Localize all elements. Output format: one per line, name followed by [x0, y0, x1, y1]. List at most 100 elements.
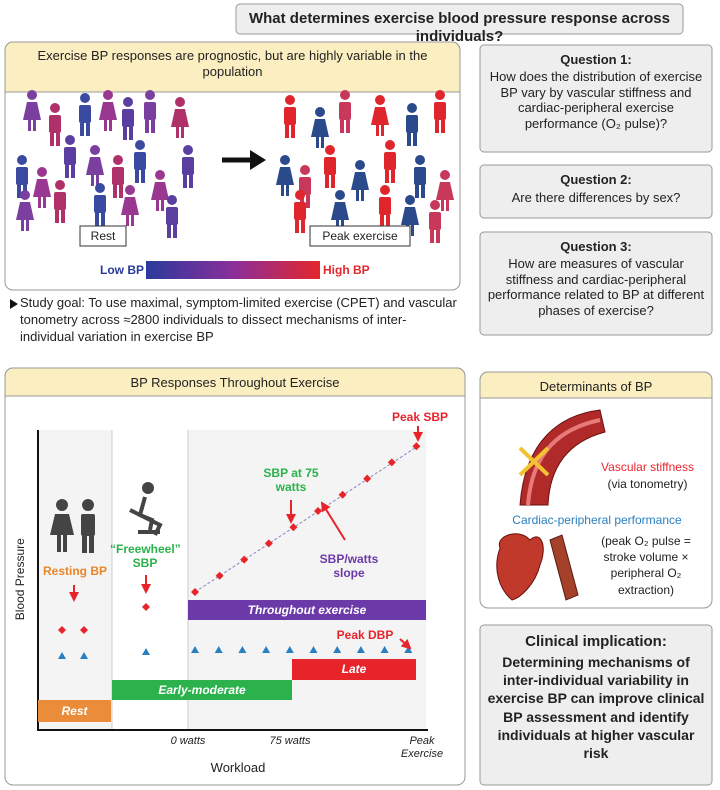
leg — [109, 120, 112, 131]
head — [55, 180, 65, 190]
leg — [291, 125, 295, 138]
person — [379, 185, 391, 228]
dbp-point — [285, 646, 294, 653]
person — [64, 135, 76, 178]
person — [112, 155, 124, 198]
person — [324, 145, 336, 188]
head — [380, 185, 390, 195]
sbp-point — [363, 474, 372, 483]
phase-label: Late — [341, 662, 367, 676]
body — [54, 192, 66, 210]
head — [385, 140, 395, 150]
head — [355, 160, 365, 170]
annotation: Peak DBP — [336, 628, 394, 642]
leg — [86, 123, 90, 136]
determinants-header — [479, 371, 713, 399]
person — [311, 107, 329, 148]
body — [33, 179, 51, 197]
sbp-point — [80, 626, 88, 634]
leg — [181, 127, 184, 138]
question-box — [479, 231, 713, 336]
leg — [189, 175, 193, 188]
leg — [156, 200, 159, 211]
head — [407, 103, 417, 113]
clinical-title: Clinical implication: — [525, 633, 667, 650]
phase-late — [292, 659, 416, 680]
sbp-point — [191, 588, 199, 596]
leg — [321, 137, 324, 148]
question-box — [479, 44, 713, 153]
dbp-point — [214, 646, 223, 653]
leg — [131, 215, 134, 226]
body — [351, 172, 369, 190]
leg — [38, 197, 41, 208]
leg — [61, 210, 65, 223]
rest-label: Rest — [90, 229, 116, 243]
leg — [301, 220, 305, 233]
body — [429, 212, 441, 230]
head — [325, 145, 335, 155]
body — [121, 197, 139, 215]
body — [436, 182, 454, 200]
leg — [129, 127, 133, 140]
leg — [104, 120, 107, 131]
bp-header-text: BP Responses Throughout Exercise — [130, 375, 340, 390]
head — [183, 145, 193, 155]
leg — [151, 120, 155, 133]
leg — [95, 213, 99, 226]
body — [171, 109, 189, 127]
phase-early — [112, 680, 292, 700]
arrow-head — [250, 150, 266, 170]
question-text: How does the distribution of exercise BP… — [489, 69, 703, 131]
person — [384, 140, 396, 183]
leg — [300, 195, 304, 208]
person — [23, 90, 41, 131]
leg — [113, 185, 117, 198]
leg — [26, 220, 29, 231]
gradient-bar — [146, 261, 320, 279]
dbp-point — [380, 646, 389, 653]
head — [17, 155, 27, 165]
head — [167, 195, 177, 205]
x-tick-label: 0 watts — [170, 735, 206, 747]
leg — [385, 170, 389, 183]
person — [49, 103, 61, 146]
dbp-point — [238, 646, 247, 653]
y-label: Blood Pressure — [12, 538, 27, 621]
dbp-point — [309, 646, 318, 653]
determinants-header-text: Determinants of BP — [539, 379, 653, 394]
body — [151, 182, 169, 200]
leg — [145, 120, 149, 133]
leg — [50, 133, 54, 146]
head — [135, 140, 145, 150]
sbp-point — [264, 539, 273, 548]
body — [294, 202, 306, 220]
body — [371, 107, 389, 125]
performance-note: (peak O₂ pulse = stroke volume × periphe… — [601, 534, 691, 597]
body — [406, 115, 418, 133]
leg — [167, 225, 171, 238]
leg — [415, 185, 419, 198]
person — [406, 103, 418, 146]
person — [171, 97, 189, 138]
question-text: Are there differences by sex? — [511, 190, 681, 205]
question-title: Question 1: — [560, 52, 632, 67]
stiffness-label: Vascular stiffness — [601, 460, 694, 474]
sbp-point — [289, 523, 298, 532]
chart-marks — [58, 442, 421, 659]
phase-label: Early-moderate — [158, 683, 246, 697]
leg — [101, 213, 105, 226]
head — [300, 165, 310, 175]
person — [79, 93, 91, 136]
person — [16, 190, 34, 231]
body — [134, 152, 146, 170]
person — [122, 97, 134, 140]
body — [284, 107, 296, 125]
leg — [346, 120, 350, 133]
question-box — [479, 164, 713, 219]
head — [95, 183, 105, 193]
leg — [295, 220, 299, 233]
leg — [281, 185, 284, 196]
person — [434, 90, 446, 133]
sbp-point — [142, 603, 150, 611]
